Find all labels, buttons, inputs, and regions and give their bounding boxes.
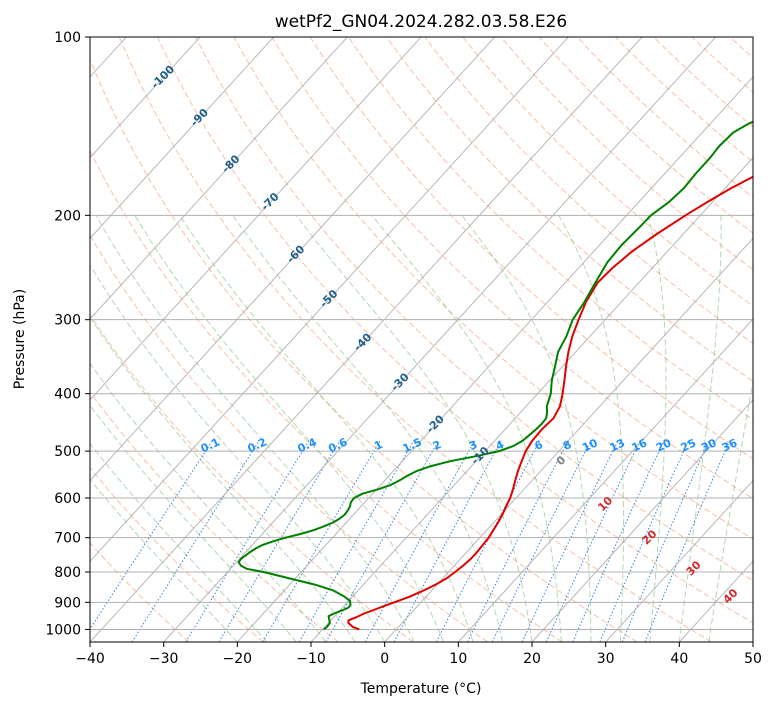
dry-adiabat	[462, 37, 753, 307]
mixing-ratio-label: 16	[630, 436, 650, 454]
mixing-ratio-line	[435, 440, 541, 642]
isotherm	[90, 37, 422, 401]
y-tick-label: 600	[54, 491, 81, 507]
y-tick-label: 500	[54, 444, 81, 460]
dry-adiabat	[90, 149, 563, 642]
moist-adiabat	[90, 404, 297, 642]
mixing-ratio-label: 13	[608, 436, 627, 454]
y-tick-label: 200	[54, 208, 81, 224]
mixing-ratio-line	[364, 440, 476, 642]
x-tick-label: 50	[744, 651, 762, 667]
temperature-profile	[347, 175, 753, 631]
isotherm	[605, 479, 753, 642]
mixing-ratio-line	[298, 440, 415, 642]
dry-adiabat	[90, 391, 339, 642]
isotherm	[457, 318, 753, 642]
moist-adiabat	[134, 215, 445, 642]
y-tick-label: 700	[54, 531, 81, 547]
x-axis-label: Temperature (°C)	[360, 681, 482, 697]
x-tick-label: 20	[523, 651, 541, 667]
moist-adiabat	[90, 362, 327, 642]
dry-adiabat	[90, 58, 638, 642]
moist-adiabat	[95, 215, 415, 642]
y-tick-label: 100	[54, 30, 81, 46]
mixing-ratio-line	[491, 440, 592, 642]
isotherm	[90, 37, 201, 159]
y-tick-label: 800	[54, 565, 81, 581]
moist-adiabat	[90, 478, 238, 642]
x-tick-label: −30	[149, 651, 179, 667]
mixing-ratio-line	[467, 440, 569, 642]
profile-lines	[237, 120, 753, 631]
mixing-ratio-line	[218, 440, 341, 642]
axis-ticks: −40 −30 −20 −10 0 10 20 30 40 50 100 200 300 400 500 60…	[45, 30, 762, 667]
x-tick-label: 30	[597, 651, 615, 667]
background-lines	[90, 37, 753, 642]
mixing-ratio-line	[185, 440, 310, 642]
dewpoint-profile	[237, 120, 753, 631]
mixing-ratio-line	[90, 440, 214, 631]
isotherm	[310, 156, 753, 642]
plot-area	[90, 37, 753, 642]
moist-adiabat	[678, 215, 722, 642]
isotherm	[384, 237, 753, 642]
isotherm	[90, 37, 496, 482]
moist-adiabat	[90, 442, 268, 642]
dry-adiabat	[347, 37, 753, 421]
x-tick-label: 0	[380, 651, 389, 667]
y-tick-label: 400	[54, 387, 81, 403]
y-tick-label: 900	[54, 595, 81, 611]
mixing-ratio-line	[393, 440, 502, 642]
x-tick-label: −20	[223, 651, 253, 667]
moist-adiabat	[90, 316, 356, 642]
mixing-ratio-label: 20	[654, 436, 674, 454]
isotherm	[531, 399, 753, 642]
mixing-ratio-line	[644, 440, 731, 642]
moist-adiabat	[232, 215, 503, 642]
isotherm	[90, 37, 348, 320]
chart-title: wetPf2_GN04.2024.282.03.58.E26	[275, 12, 567, 32]
isotherm	[90, 37, 275, 240]
mixing-ratio-label: 10	[580, 436, 600, 454]
moist-adiabat	[179, 215, 474, 642]
x-tick-label: −10	[296, 651, 326, 667]
isotherm	[90, 37, 643, 642]
isotherm	[163, 37, 717, 642]
moist-adiabat	[558, 215, 624, 642]
moist-adiabat	[461, 214, 592, 642]
moist-adiabat	[647, 215, 667, 642]
mixing-ratio-line	[621, 440, 710, 642]
dry-adiabat	[386, 37, 753, 382]
mixing-ratio-label: 30	[699, 436, 719, 454]
x-tick-label: 40	[670, 651, 688, 667]
moist-adiabat	[371, 214, 562, 642]
mixing-ratio-label: 25	[679, 436, 698, 454]
grid-lines	[90, 37, 753, 642]
dry-adiabat	[157, 37, 753, 624]
isotherm	[236, 76, 753, 642]
mixing-ratio-line	[131, 440, 260, 642]
y-tick-label: 300	[54, 313, 81, 329]
x-tick-label: −40	[75, 651, 105, 667]
y-axis-label: Pressure (hPa)	[12, 289, 28, 389]
dry-adiabat	[90, 234, 488, 642]
mixing-ratio-line	[262, 440, 381, 642]
y-tick-label: 1000	[45, 622, 81, 638]
moist-adiabat	[295, 215, 533, 642]
isotherm	[90, 37, 569, 562]
x-tick-label: 10	[449, 651, 467, 667]
plot-frame	[89, 36, 754, 643]
moist-adiabat	[90, 264, 386, 642]
dry-adiabat	[90, 467, 264, 642]
mixing-ratio-line	[599, 440, 690, 642]
moist-adiabat	[708, 378, 753, 642]
mixing-ratio-label: 36	[720, 436, 740, 454]
dry-adiabat	[195, 37, 753, 582]
